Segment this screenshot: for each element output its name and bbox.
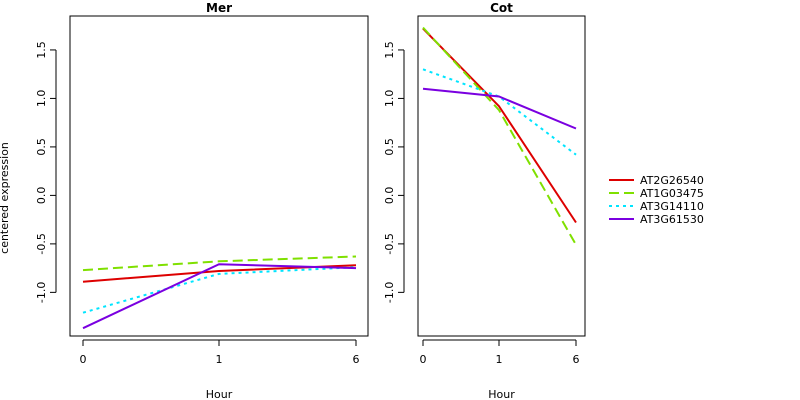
y-tick-label: 0.5 bbox=[35, 138, 48, 156]
panel-title: Cot bbox=[490, 1, 513, 15]
legend-item: AT3G14110 bbox=[609, 200, 704, 213]
series-line-at3g61530 bbox=[422, 87, 577, 130]
y-tick-label: -0.5 bbox=[383, 233, 396, 254]
legend-label: AT2G26540 bbox=[640, 174, 704, 187]
x-tick-label: 0 bbox=[80, 353, 87, 366]
x-tick-label: 1 bbox=[216, 353, 223, 366]
panel-title: Mer bbox=[206, 1, 232, 15]
y-tick-label: -1.0 bbox=[383, 282, 396, 303]
series-line-at1g03475 bbox=[82, 255, 357, 272]
y-axis-label: centered expression bbox=[0, 142, 11, 254]
series-line-at2g26540 bbox=[422, 27, 577, 224]
series-line-at3g61530 bbox=[82, 263, 357, 330]
panels: Mer -1.0 -0.5 0.0 0.5 1.0 1.5 0 1 6 Hour Cot -1.0 -0.… bbox=[35, 1, 586, 400]
panel-mer: Mer -1.0 -0.5 0.0 0.5 1.0 1.5 0 1 6 Hour bbox=[35, 1, 369, 400]
y-tick-label: 1.0 bbox=[35, 90, 48, 108]
y-tick-label: 0.0 bbox=[35, 187, 48, 205]
x-tick-label: 6 bbox=[573, 353, 580, 366]
y-tick-label: -0.5 bbox=[35, 233, 48, 254]
plot-frame bbox=[69, 15, 369, 337]
x-axis-label: Hour bbox=[206, 388, 233, 400]
legend-label: AT3G14110 bbox=[640, 200, 704, 213]
y-tick-label: 1.0 bbox=[383, 90, 396, 108]
series-line-at1g03475 bbox=[422, 26, 577, 246]
y-tick-label: 1.5 bbox=[383, 41, 396, 59]
x-axis-label: Hour bbox=[488, 388, 515, 400]
legend-label: AT1G03475 bbox=[640, 187, 704, 200]
x-tick-label: 0 bbox=[420, 353, 427, 366]
legend-item: AT3G61530 bbox=[609, 213, 704, 226]
plot-frame bbox=[417, 15, 586, 337]
panel-cot: Cot -1.0 -0.5 0.0 0.5 1.0 1.5 0 1 6 Hour bbox=[383, 1, 586, 400]
y-tick-label: 1.5 bbox=[35, 41, 48, 59]
legend-item: AT2G26540 bbox=[609, 174, 704, 187]
series-line-at3g14110 bbox=[82, 266, 357, 314]
x-tick-label: 1 bbox=[496, 353, 503, 366]
y-tick-label: 0.0 bbox=[383, 187, 396, 205]
y-tick-label: -1.0 bbox=[35, 282, 48, 303]
x-tick-label: 6 bbox=[353, 353, 360, 366]
legend-label: AT3G61530 bbox=[640, 213, 704, 226]
y-tick-label: 0.5 bbox=[383, 138, 396, 156]
legend-item: AT1G03475 bbox=[609, 187, 704, 200]
